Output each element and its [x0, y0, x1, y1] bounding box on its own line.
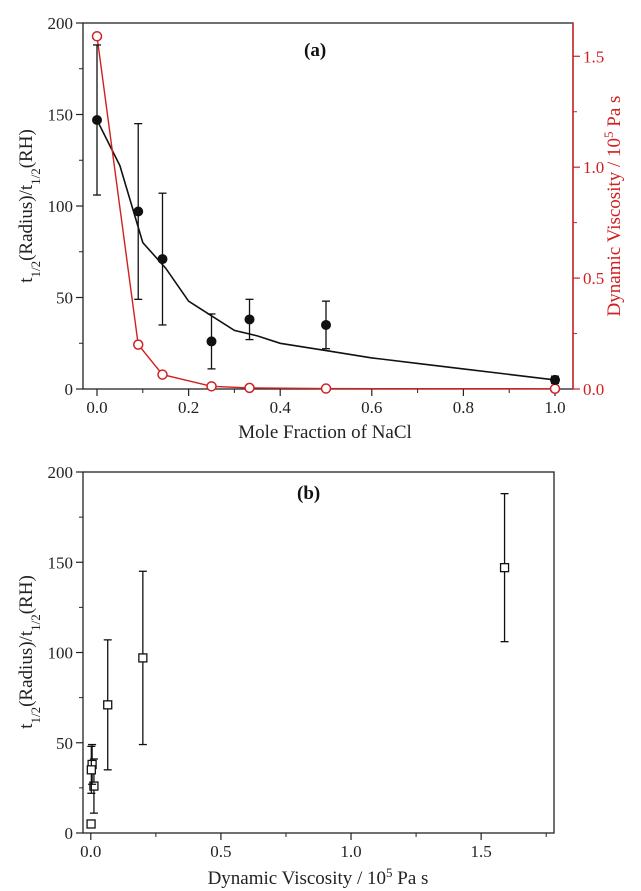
y-tick-label-a: 100	[48, 197, 74, 216]
ratio-point-a	[550, 374, 560, 385]
x-tick-label-a: 0.6	[361, 398, 382, 417]
x-tick-label-a: 0.0	[86, 398, 107, 417]
x-tick-label-b: 0.5	[210, 842, 231, 861]
y2-tick-label: 1.0	[583, 158, 604, 177]
y2-tick-label: 0.0	[583, 380, 604, 399]
viscosity-point	[132, 339, 144, 350]
x-tick-label-a: 0.4	[270, 398, 292, 417]
x-tick-label-b: 1.0	[340, 842, 361, 861]
x-tick-label-b: 0.0	[80, 842, 101, 861]
y2-axis-title-a: Dynamic Viscosity / 105 Pa s	[601, 96, 626, 317]
viscosity-point	[206, 381, 217, 392]
panel-b: 0.0 0.5 1.0 1.5 0 50 100 150 200 (b) Dynamic Vis…	[16, 463, 555, 890]
y-tick-label-a: 200	[48, 14, 74, 33]
ratio-point-a	[321, 319, 331, 330]
panel-a: 0.0 0.2 0.4 0.6 0.8 1.0 0 50 100 150 200 0.0 0.5 1.0 1…	[16, 14, 625, 443]
y-tick-label-b: 200	[48, 463, 74, 482]
ratio-vs-viscosity-series	[86, 493, 510, 829]
ratio-point-a	[244, 314, 255, 325]
y-axis-title-a: t1/2(Radius)/t1/2(RH)	[16, 129, 43, 283]
y-axis-title-b: t1/2(Radius)/t1/2(RH)	[16, 575, 43, 729]
x-tick-label-b: 1.5	[471, 842, 492, 861]
panel-label-a: (a)	[304, 40, 326, 61]
ratio-point-b	[103, 700, 113, 710]
y-tick-label-a: 0	[65, 380, 74, 399]
ratio-point-a	[133, 206, 144, 217]
y-tick-label-b: 100	[48, 644, 74, 663]
y-tick-label-a: 150	[48, 106, 74, 125]
ratio-point-a	[157, 254, 168, 265]
ratio-point-b	[89, 781, 99, 791]
plot-area-a	[82, 22, 574, 390]
y-tick-label-b: 50	[56, 734, 73, 753]
fit-curve-line	[96, 119, 556, 381]
viscosity-point	[157, 369, 168, 380]
ticks-b: 0.0 0.5 1.0 1.5 0 50 100 150 200	[48, 463, 547, 861]
ratio-point-a	[92, 114, 102, 125]
viscosity-point	[549, 383, 561, 395]
viscosity-point	[91, 31, 103, 42]
y-tick-label-b: 150	[48, 553, 74, 572]
viscosity-point	[244, 382, 255, 394]
panel-label-b: (b)	[297, 483, 320, 504]
ratio-point-a	[206, 336, 217, 347]
ticks-a: 0.0 0.2 0.4 0.6 0.8 1.0 0 50 100 150 200 0.0 0.5 1.0 1…	[48, 14, 605, 417]
ratio-series-a	[92, 44, 560, 385]
viscosity-point	[320, 383, 332, 394]
x-tick-label-a: 0.2	[178, 398, 199, 417]
x-axis-title-a: Mole Fraction of NaCl	[238, 422, 412, 443]
y-tick-label-a: 50	[56, 289, 73, 308]
x-tick-label-a: 0.8	[453, 398, 474, 417]
plot-area-b	[82, 471, 555, 834]
y2-tick-label: 1.5	[583, 47, 604, 66]
ratio-point-b	[86, 765, 96, 775]
ratio-point-b	[499, 563, 510, 573]
ratio-point-b	[86, 819, 96, 829]
y-tick-label-b: 0	[65, 824, 74, 843]
fit-curve-a	[96, 119, 556, 381]
x-tick-label-a: 1.0	[544, 398, 565, 417]
y2-tick-label: 0.5	[583, 269, 604, 288]
ratio-point-b	[138, 653, 148, 663]
x-axis-title-b: Dynamic Viscosity / 105 Pa s	[208, 865, 429, 890]
